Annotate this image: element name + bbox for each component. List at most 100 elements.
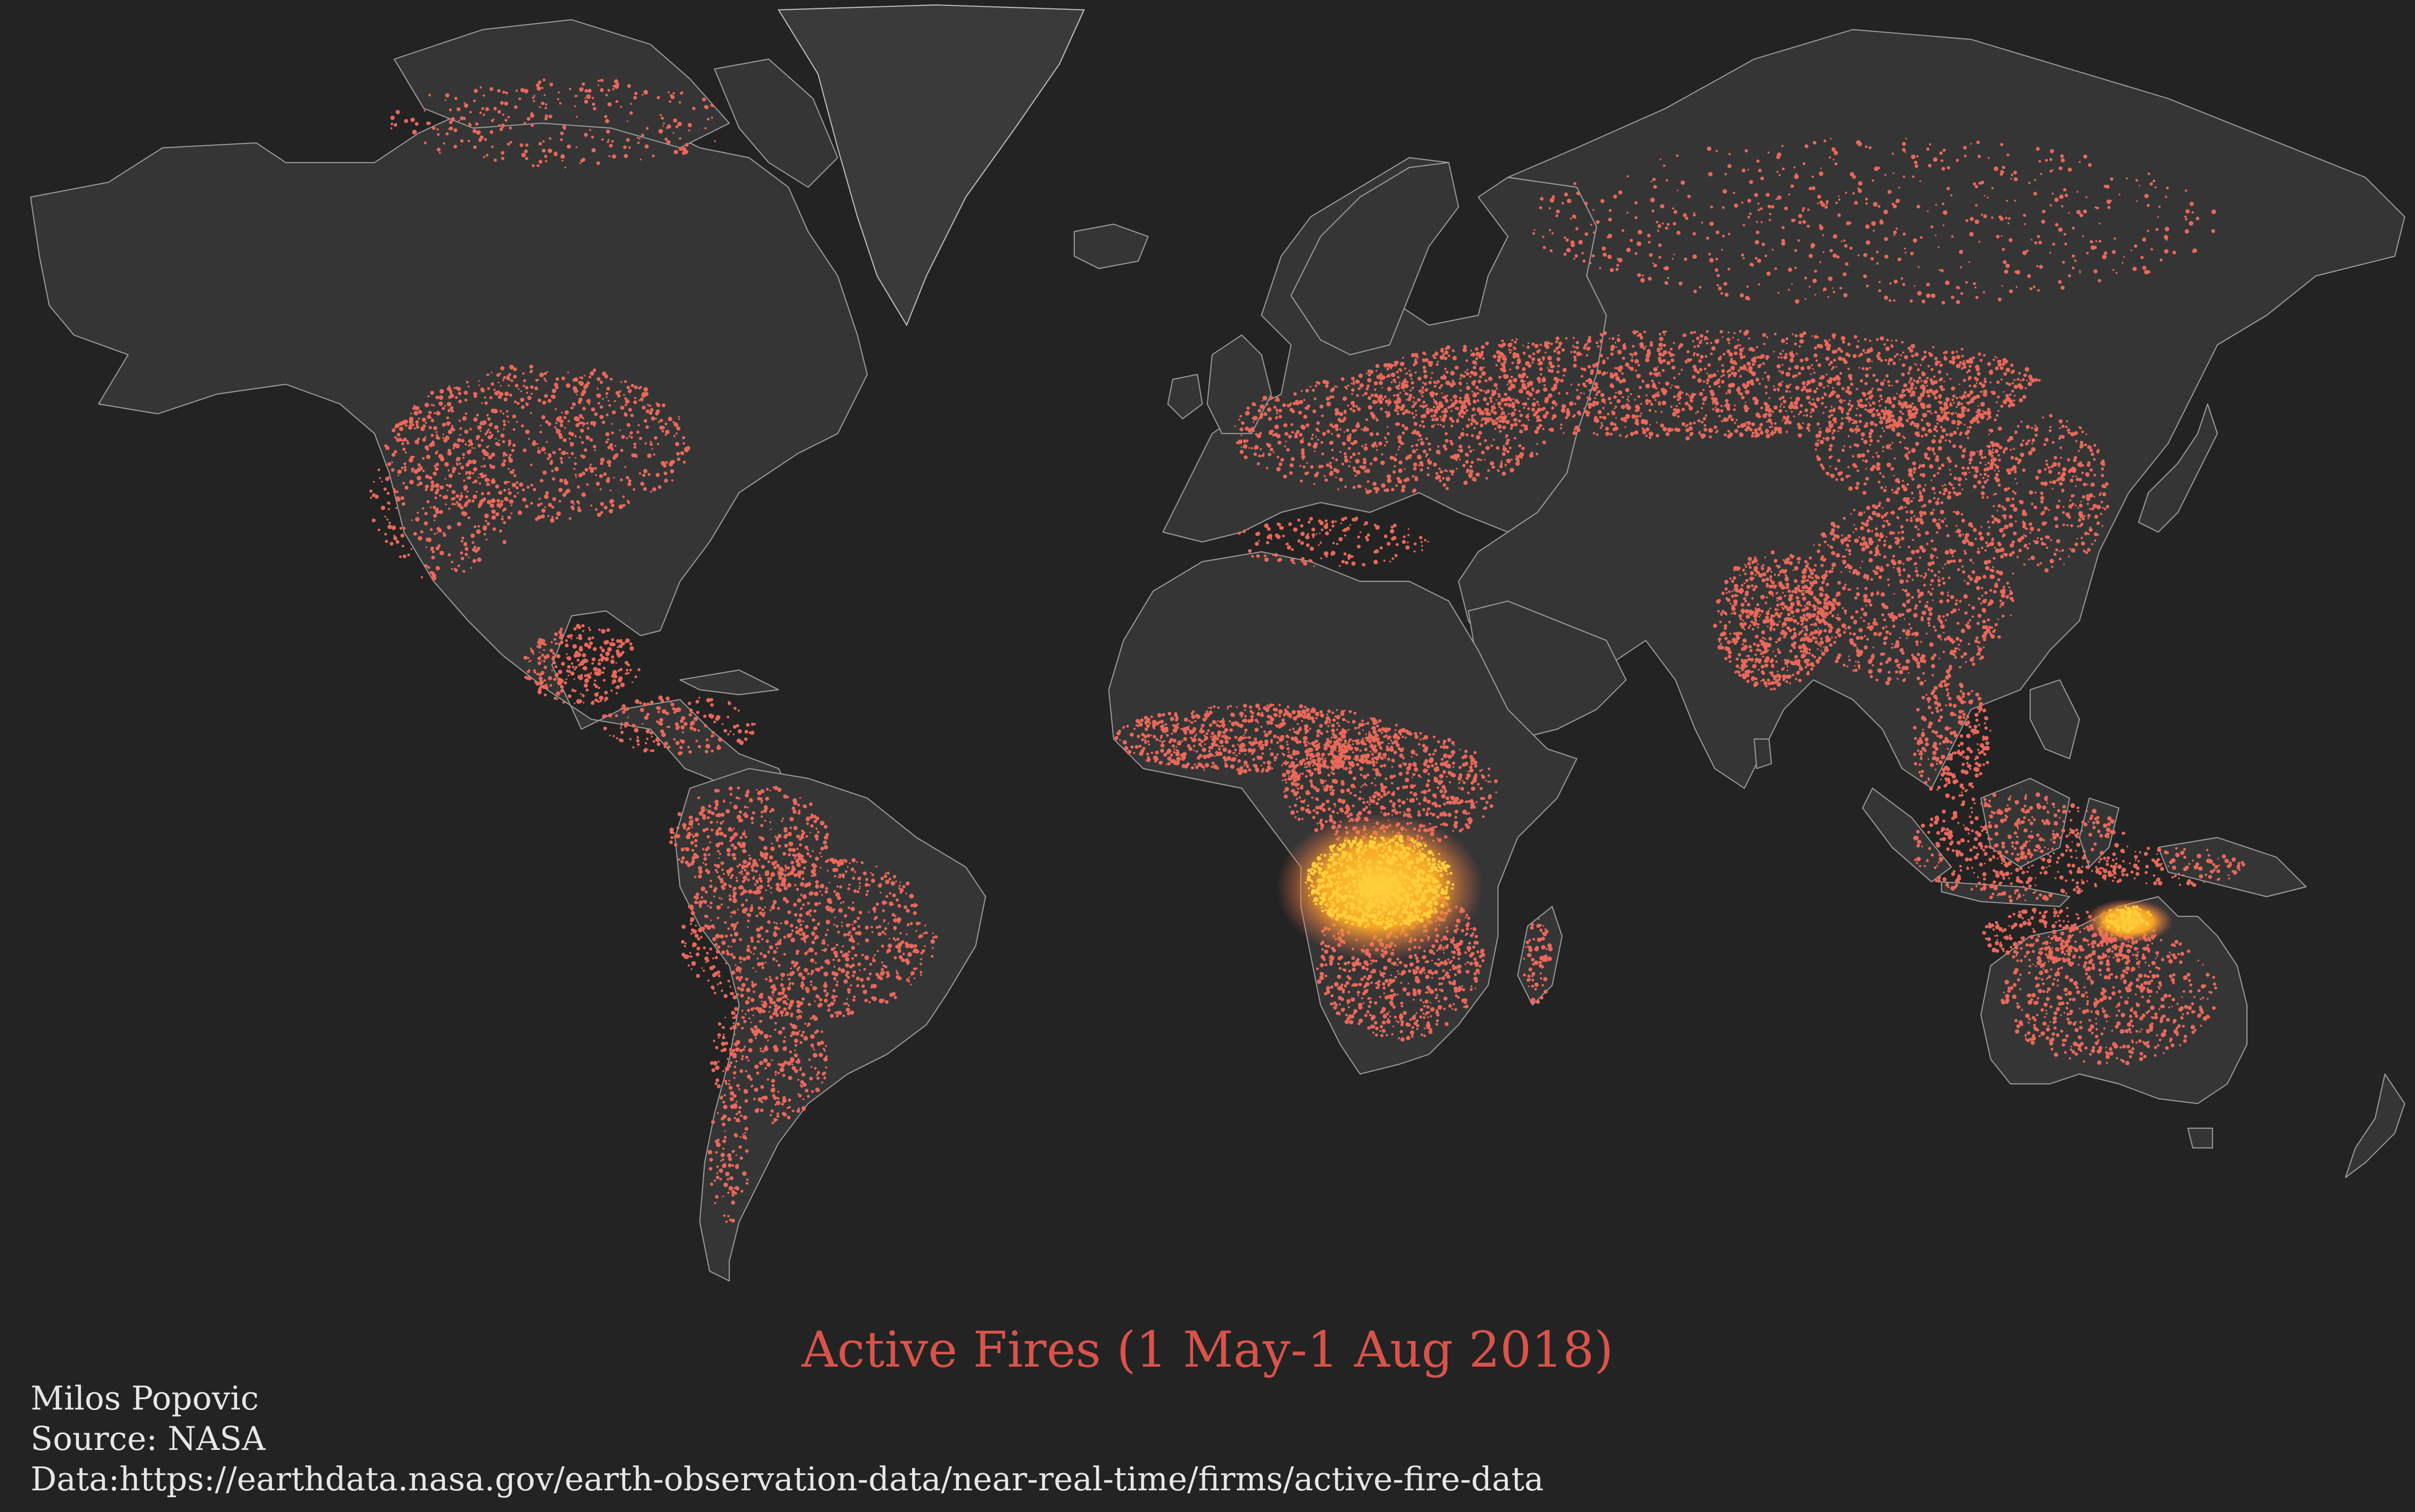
fire-point [781,1014,783,1017]
fire-point [732,856,737,861]
fire-point [1320,713,1325,718]
fire-point [713,1061,718,1066]
fire-point [722,1139,726,1143]
fire-point [796,1008,801,1013]
fire-point [835,995,838,998]
fire-point [665,430,670,435]
fire-point [1467,812,1470,815]
fire-point [1485,779,1487,781]
fire-point [615,662,617,664]
fire-point [881,944,884,948]
fire-point [747,878,750,881]
fire-point [1272,704,1275,706]
fire-point [471,447,473,449]
fire-point [636,736,639,739]
fire-point [394,436,397,439]
fire-point [391,461,393,464]
fire-point [602,398,604,400]
fire-point [733,1150,735,1152]
fire-point [1453,744,1455,746]
fire-point [607,445,611,449]
fire-point [494,392,497,395]
fire-point [1241,742,1245,747]
fire-point [790,938,795,942]
fire-point [1347,721,1350,724]
fire-point [454,503,457,505]
fire-point [585,661,588,663]
fire-point [587,660,589,662]
fire-point [600,405,603,409]
fire-point [746,955,750,960]
fire-point [513,367,517,371]
fire-point [798,899,802,903]
land-cuba [679,669,780,696]
fire-point [816,1074,818,1076]
fire-point [773,1117,776,1120]
fire-point [796,1016,798,1018]
fire-point [1325,780,1327,782]
land-asia [1458,29,2406,789]
fire-point [809,832,811,834]
fire-point [778,1063,781,1066]
fire-point [450,394,452,396]
fire-point [800,1067,802,1069]
fire-point [603,641,607,645]
fire-point [761,938,764,941]
fire-point [399,527,403,530]
fire-point [694,934,699,938]
fire-point [496,390,500,394]
fire-point [487,435,492,439]
fire-point [538,498,541,500]
fire-point [487,428,490,431]
fire-point [633,400,637,404]
fire-point [1434,796,1437,799]
fire-point [769,790,771,792]
fire-point [823,989,827,993]
fire-point [1289,806,1291,808]
fire-point [744,835,748,839]
fire-point [565,643,569,647]
fire-point [600,457,605,462]
fire-point [1382,986,1386,990]
fire-point [1341,990,1345,994]
fire-point [558,448,561,451]
fire-point [809,855,812,858]
fire-point [722,1147,725,1150]
fire-point [432,550,435,554]
fire-point [587,427,590,430]
fire-point [594,412,598,416]
fire-point [415,423,419,427]
fire-point [1239,711,1244,716]
fire-point [847,1004,850,1007]
fire-point [513,495,516,498]
fire-point [1396,736,1400,740]
fire-point [1144,715,1148,720]
fire-point [689,955,691,958]
fire-point [405,424,408,427]
fire-point [564,480,569,485]
fire-point [792,1109,795,1112]
fire-point [820,966,824,970]
fire-point [815,827,818,830]
fire-point [823,972,828,976]
fire-point [802,1098,805,1101]
fire-point [1243,760,1248,765]
fire-point [1245,736,1248,739]
fire-point [1469,755,1473,759]
fire-point [1229,705,1232,707]
fire-point [1177,741,1182,746]
fire-point [1359,749,1362,752]
fire-point [789,817,794,822]
fire-point [1333,803,1336,806]
fire-point [1282,773,1287,777]
fire-point [490,422,493,425]
fire-point [1293,791,1298,797]
fire-point [533,440,536,443]
fire-point [772,987,777,992]
fire-point [872,958,876,963]
fire-point [1186,762,1190,766]
fire-point [744,730,748,734]
fire-point [778,992,782,996]
fire-point [1338,742,1341,745]
fire-point [611,503,615,507]
